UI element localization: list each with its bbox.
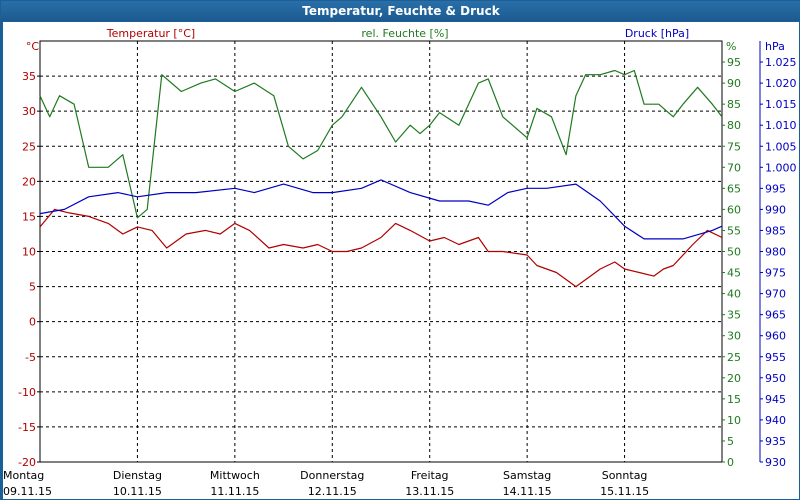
humidity-tick-label: 45 — [727, 267, 741, 280]
temperature-tick-label: -10 — [18, 386, 36, 399]
pressure-tick-label: 1.025 — [765, 56, 797, 69]
x-tick-day: Samstag — [503, 469, 551, 482]
pressure-tick-label: 1.010 — [765, 119, 797, 132]
temperature-tick-label: -5 — [25, 351, 36, 364]
humidity-tick-label: 20 — [727, 372, 741, 385]
x-tick-date: 14.11.15 — [503, 485, 552, 498]
labels: Temperatur [°C] rel. Feuchte [%] Druck [… — [3, 27, 797, 498]
humidity-tick-label: 85 — [727, 98, 741, 111]
x-tick-date: 13.11.15 — [405, 485, 454, 498]
humidity-tick-label: 15 — [727, 393, 741, 406]
humidity-tick-label: 25 — [727, 351, 741, 364]
temperature-tick-label: 25 — [22, 140, 36, 153]
pressure-tick-label: 995 — [765, 182, 786, 195]
humidity-tick-label: 65 — [727, 182, 741, 195]
x-tick-day: Mittwoch — [210, 469, 260, 482]
pressure-tick-label: 1.005 — [765, 140, 797, 153]
pressure-tick-label: 1.000 — [765, 161, 797, 174]
x-tick-day: Dienstag — [113, 469, 162, 482]
pressure-tick-label: 950 — [765, 372, 786, 385]
x-tick-day: Montag — [3, 469, 44, 482]
pressure-tick-label: 955 — [765, 351, 786, 364]
temperature-tick-label: -20 — [18, 456, 36, 469]
humidity-tick-label: 55 — [727, 224, 741, 237]
pressure-tick-label: 930 — [765, 456, 786, 469]
chart-svg: Temperatur [°C] rel. Feuchte [%] Druck [… — [3, 27, 797, 498]
pressure-tick-label: 980 — [765, 246, 786, 259]
humidity-unit: % — [726, 40, 736, 53]
temperature-tick-label: 0 — [29, 316, 36, 329]
window-title: Temperatur, Feuchte & Druck — [1, 1, 800, 21]
pressure-tick-label: 990 — [765, 203, 786, 216]
plot-area: Temperatur [°C] rel. Feuchte [%] Druck [… — [3, 22, 799, 499]
humidity-tick-label: 40 — [727, 288, 741, 301]
humidity-tick-label: 50 — [727, 246, 741, 259]
temperature-tick-label: 35 — [22, 70, 36, 83]
x-tick-day: Freitag — [411, 469, 449, 482]
temperature-line — [39, 208, 723, 288]
humidity-tick-label: 5 — [727, 435, 734, 448]
pressure-tick-label: 965 — [765, 309, 786, 322]
temperature-tick-label: 5 — [29, 281, 36, 294]
pressure-unit: hPa — [765, 40, 785, 53]
x-tick-date: 10.11.15 — [113, 485, 162, 498]
temperature-unit: °C — [26, 40, 40, 53]
axis-frame — [37, 40, 763, 463]
humidity-axis-label: rel. Feuchte [%] — [361, 27, 448, 40]
x-tick-day: Donnerstag — [300, 469, 364, 482]
pressure-tick-label: 985 — [765, 224, 786, 237]
x-tick-date: 09.11.15 — [3, 485, 52, 498]
pressure-tick-label: 970 — [765, 288, 786, 301]
pressure-tick-label: 940 — [765, 414, 786, 427]
series-layer — [39, 69, 723, 288]
humidity-line — [39, 69, 723, 219]
x-tick-day: Sonntag — [602, 469, 648, 482]
humidity-tick-label: 80 — [727, 119, 741, 132]
temperature-tick-label: 15 — [22, 210, 36, 223]
humidity-tick-label: 70 — [727, 161, 741, 174]
pressure-line — [39, 179, 723, 240]
temperature-tick-label: 20 — [22, 175, 36, 188]
pressure-tick-label: 960 — [765, 330, 786, 343]
humidity-tick-label: 35 — [727, 309, 741, 322]
humidity-tick-label: 0 — [727, 456, 734, 469]
pressure-tick-label: 1.015 — [765, 98, 797, 111]
temperature-tick-label: 30 — [22, 105, 36, 118]
pressure-tick-label: 935 — [765, 435, 786, 448]
x-tick-date: 15.11.15 — [600, 485, 649, 498]
humidity-tick-label: 30 — [727, 330, 741, 343]
x-tick-date: 11.11.15 — [210, 485, 259, 498]
pressure-tick-label: 975 — [765, 267, 786, 280]
humidity-tick-label: 95 — [727, 56, 741, 69]
temperature-axis-label: Temperatur [°C] — [106, 27, 195, 40]
temperature-tick-label: 10 — [22, 246, 36, 259]
pressure-tick-label: 945 — [765, 393, 786, 406]
pressure-axis-label: Druck [hPa] — [625, 27, 689, 40]
humidity-tick-label: 75 — [727, 140, 741, 153]
grid — [40, 41, 722, 463]
humidity-tick-label: 90 — [727, 77, 741, 90]
humidity-tick-label: 10 — [727, 414, 741, 427]
humidity-tick-label: 60 — [727, 203, 741, 216]
temperature-tick-label: -15 — [18, 421, 36, 434]
pressure-tick-label: 1.020 — [765, 77, 797, 90]
x-tick-date: 12.11.15 — [308, 485, 357, 498]
